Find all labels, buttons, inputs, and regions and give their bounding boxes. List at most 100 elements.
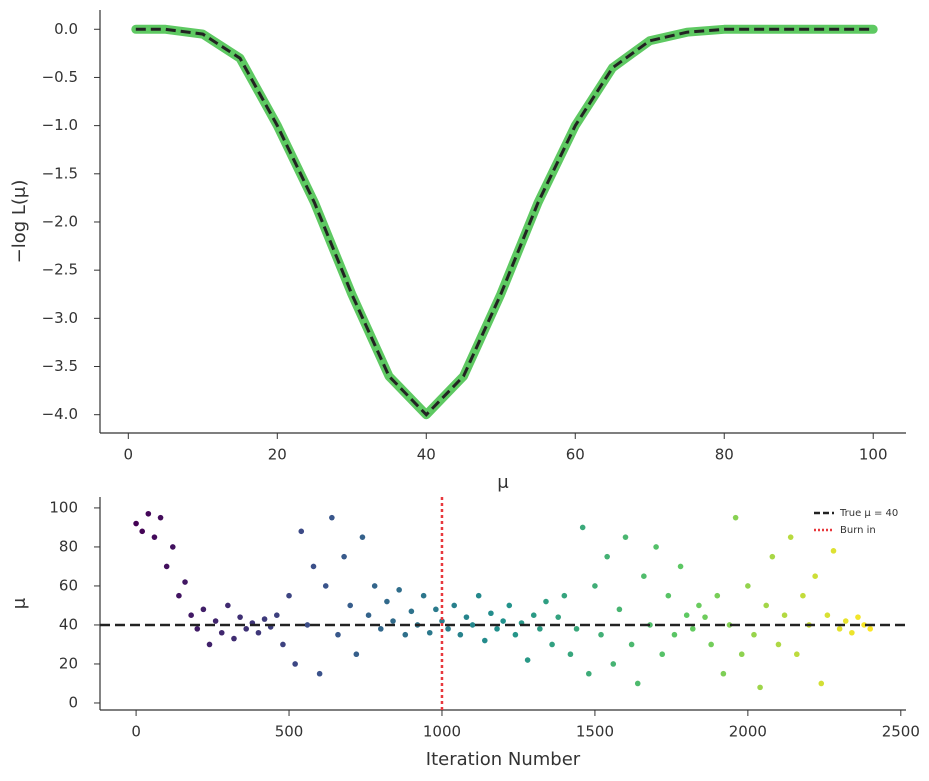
point (622, 534, 629, 540)
y-tick-label: 20 (59, 654, 78, 672)
point (702, 614, 708, 620)
point (433, 606, 439, 613)
point (708, 641, 714, 648)
point (781, 612, 788, 619)
point (677, 563, 684, 570)
point (738, 651, 745, 658)
y-tick-label: 100 (49, 498, 78, 516)
point (396, 587, 402, 593)
y-axis-label: μ (9, 597, 30, 609)
point (604, 553, 610, 560)
point (353, 651, 360, 658)
y-tick-label: −4.0 (42, 405, 78, 423)
point (231, 635, 237, 642)
x-axis-label: Iteration Number (426, 749, 581, 770)
y-tick-label: 0 (68, 693, 78, 711)
point (555, 614, 562, 620)
point (842, 618, 849, 624)
x-tick-label: 2000 (729, 723, 767, 741)
x-tick-label: 1500 (576, 723, 614, 741)
point (634, 680, 641, 687)
y-tick-label: −2.0 (42, 212, 78, 230)
point (182, 579, 188, 585)
point (494, 626, 500, 632)
point (170, 544, 176, 550)
point (757, 684, 763, 691)
point (176, 592, 182, 599)
x-tick-label: 0 (124, 446, 134, 464)
x-tick-label: 100 (859, 446, 888, 464)
point (347, 602, 354, 609)
point (579, 524, 586, 531)
point (653, 544, 659, 550)
point (384, 598, 390, 605)
point (830, 548, 837, 554)
point (463, 614, 470, 620)
point (329, 514, 335, 521)
point (237, 614, 243, 620)
point (665, 592, 672, 599)
point (543, 598, 549, 605)
point (286, 592, 292, 599)
x-tick-label: 60 (566, 446, 585, 464)
point (592, 583, 598, 589)
y-tick-label: −1.5 (42, 164, 78, 182)
point (671, 631, 678, 638)
point (512, 631, 519, 638)
point (855, 614, 861, 620)
y-tick-label: 60 (59, 576, 78, 594)
x-tick-label: 1000 (423, 723, 461, 741)
point (322, 583, 329, 589)
y-tick-label: 0.0 (54, 20, 78, 38)
point (212, 618, 219, 624)
point (524, 657, 531, 663)
point (610, 661, 617, 667)
point (341, 553, 347, 560)
point (365, 612, 372, 619)
point (586, 670, 592, 677)
point (255, 629, 262, 636)
point (861, 622, 867, 628)
point (751, 631, 757, 638)
point (310, 563, 317, 570)
point (683, 612, 690, 619)
y-tick-label: 40 (59, 615, 78, 633)
point (818, 680, 825, 687)
point (304, 622, 311, 628)
point (469, 622, 476, 628)
point (316, 670, 323, 677)
point (457, 631, 464, 638)
point (188, 612, 194, 619)
point (194, 626, 201, 632)
y-tick-label: −3.0 (42, 309, 78, 327)
point (690, 626, 696, 632)
point (867, 626, 874, 632)
x-tick-label: 80 (715, 446, 734, 464)
x-axis-label: μ (497, 472, 509, 493)
point (163, 563, 170, 570)
point (218, 629, 225, 636)
point (616, 606, 623, 613)
point (274, 612, 280, 619)
point (298, 528, 305, 535)
point (732, 514, 739, 521)
point (787, 534, 794, 540)
x-tick-label: 500 (275, 723, 304, 741)
point (261, 616, 268, 622)
point (420, 592, 427, 599)
x-tick-label: 0 (131, 723, 141, 741)
x-tick-label: 40 (417, 446, 436, 464)
point (371, 583, 378, 589)
point (439, 618, 445, 624)
point (451, 602, 458, 609)
point (696, 602, 702, 609)
point (641, 573, 647, 579)
point (482, 637, 488, 644)
y-tick-label: −3.5 (42, 357, 78, 375)
y-tick-label: 80 (59, 537, 78, 555)
y-tick-label: −1.0 (42, 116, 78, 134)
curve-line (135, 27, 874, 417)
point (225, 602, 231, 609)
curve-band (131, 24, 878, 420)
point (530, 612, 537, 619)
